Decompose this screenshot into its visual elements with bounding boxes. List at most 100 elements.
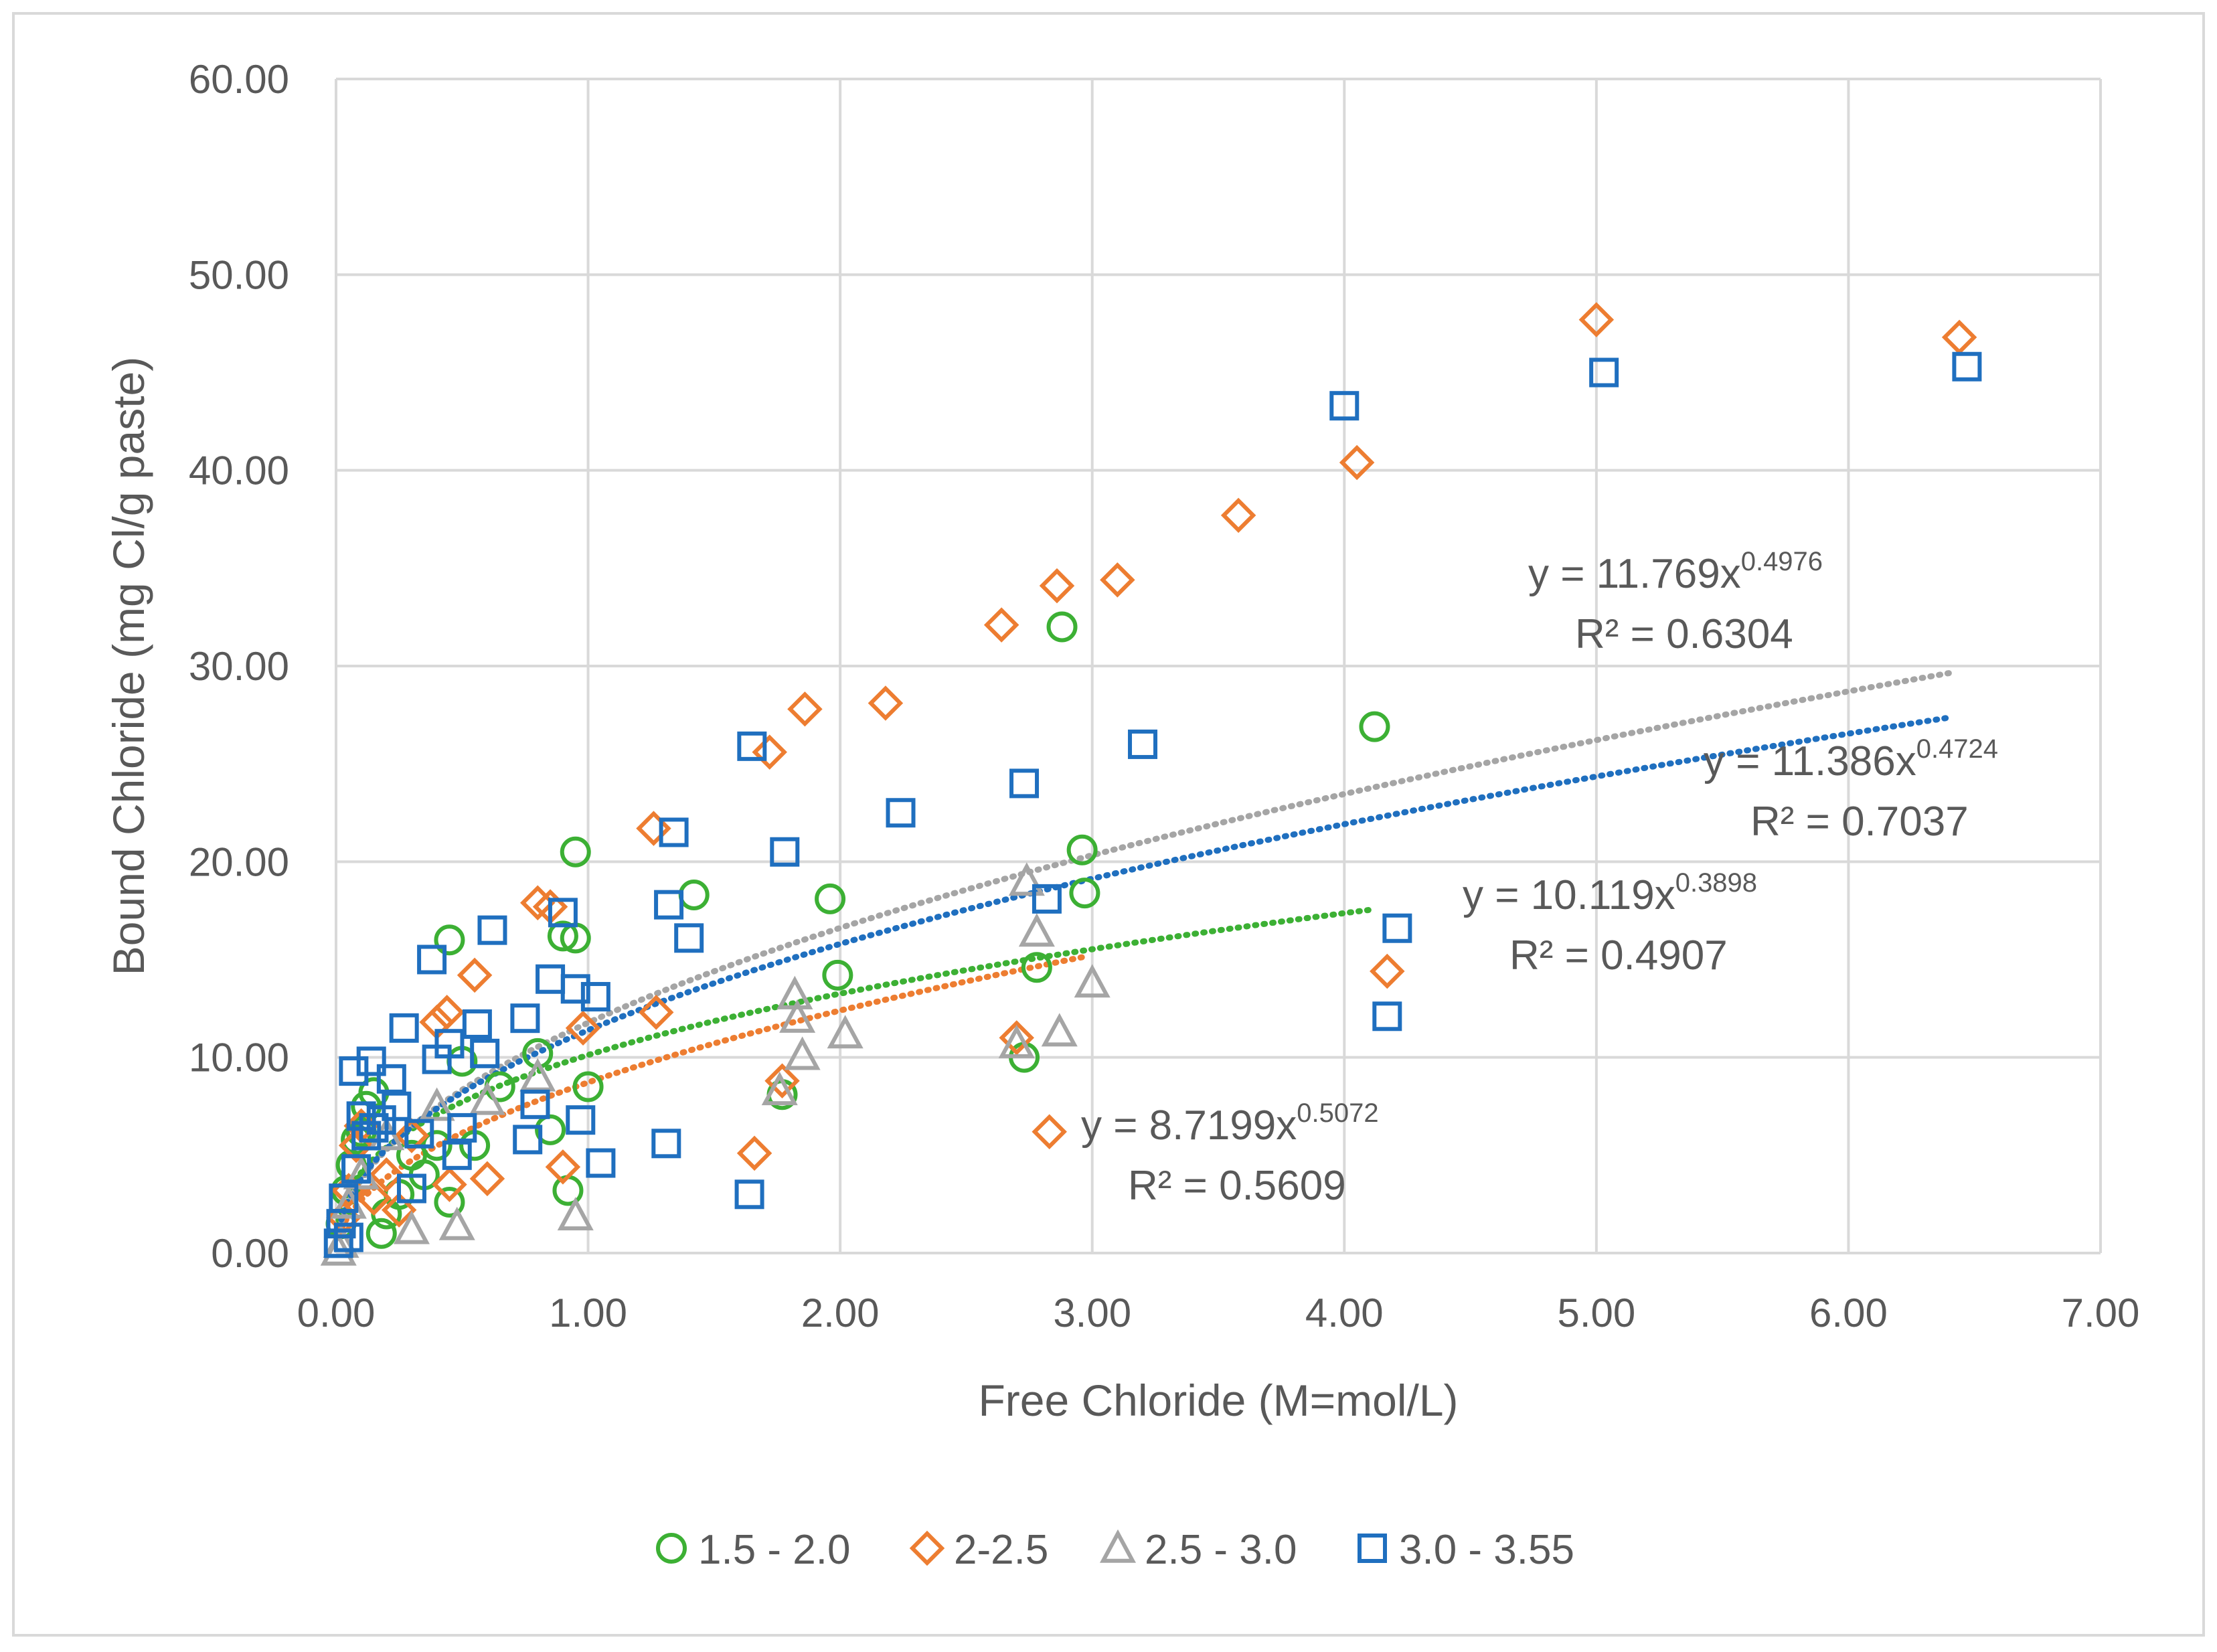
data-point bbox=[519, 1058, 556, 1092]
data-point bbox=[822, 959, 853, 991]
data-point bbox=[761, 1072, 798, 1106]
data-point bbox=[382, 1091, 412, 1121]
y-tick-label: 50.00 bbox=[189, 252, 289, 297]
equation-text: y = 8.7199x0.5072 bbox=[1081, 1098, 1379, 1149]
legend-item-2-5-3-0: 2.5 - 3.0 bbox=[1099, 1527, 1297, 1573]
equation-text: y = 10.119x0.3898 bbox=[1463, 868, 1757, 918]
data-point bbox=[1220, 497, 1256, 533]
data-point bbox=[356, 1046, 386, 1076]
legend-marker bbox=[656, 1533, 687, 1564]
x-tick-label: 2.00 bbox=[801, 1291, 880, 1335]
r-squared-text: R² = 0.5609 bbox=[1128, 1163, 1346, 1209]
x-tick-label: 5.00 bbox=[1557, 1291, 1635, 1335]
y-tick-label: 60.00 bbox=[189, 57, 289, 102]
data-point bbox=[586, 1148, 616, 1178]
data-point bbox=[470, 1038, 500, 1068]
data-point bbox=[815, 883, 846, 914]
data-point bbox=[418, 1087, 455, 1121]
data-point bbox=[1382, 913, 1412, 943]
data-point bbox=[356, 1180, 392, 1216]
equation-text: y = 11.769x0.4976 bbox=[1528, 547, 1823, 597]
equation-exponent: 0.4976 bbox=[1741, 547, 1823, 576]
data-point bbox=[1074, 964, 1111, 998]
data-point bbox=[389, 1013, 419, 1043]
x-tick-label: 7.00 bbox=[2062, 1291, 2140, 1335]
x-tick-label: 4.00 bbox=[1305, 1291, 1384, 1335]
data-point bbox=[674, 923, 704, 953]
equation-base: y = 10.119x bbox=[1463, 872, 1675, 918]
data-point bbox=[404, 1119, 434, 1149]
data-point bbox=[417, 944, 447, 975]
data-point bbox=[457, 957, 493, 993]
data-point bbox=[572, 1071, 604, 1102]
data-point bbox=[1032, 1114, 1067, 1149]
trendline bbox=[335, 714, 1953, 1231]
equation-2-2-5: y = 8.7199x0.5072 R² = 0.5609 bbox=[1081, 1098, 1379, 1209]
data-point bbox=[1069, 878, 1100, 909]
data-point bbox=[1578, 302, 1615, 337]
data-point bbox=[1046, 611, 1078, 643]
data-point bbox=[752, 734, 787, 770]
data-point bbox=[548, 898, 578, 928]
legend-item-1-5-2-0: 1.5 - 2.0 bbox=[656, 1527, 850, 1573]
data-point bbox=[369, 1157, 404, 1193]
data-point bbox=[557, 1197, 594, 1231]
y-tick-label: 0.00 bbox=[211, 1231, 289, 1276]
data-point bbox=[868, 685, 904, 721]
data-point bbox=[998, 1024, 1035, 1058]
equation-exponent: 0.3898 bbox=[1675, 868, 1757, 898]
data-point bbox=[566, 1105, 596, 1135]
data-point bbox=[323, 1228, 353, 1258]
data-point bbox=[432, 1167, 467, 1202]
data-point bbox=[469, 1161, 505, 1197]
data-point bbox=[827, 1015, 864, 1049]
data-point bbox=[565, 1010, 601, 1046]
chart-border bbox=[12, 12, 2205, 1637]
x-tick-label: 0.00 bbox=[297, 1291, 376, 1335]
data-point bbox=[1100, 562, 1135, 598]
legend-label: 2.5 - 3.0 bbox=[1145, 1527, 1297, 1573]
y-axis-title: Bound Chloride (mg Cl/g paste) bbox=[104, 357, 153, 975]
data-point bbox=[764, 1063, 800, 1098]
data-point bbox=[580, 982, 610, 1012]
legend-label: 2-2.5 bbox=[954, 1527, 1048, 1573]
y-tick-label: 10.00 bbox=[189, 1036, 289, 1080]
r-squared-text: R² = 0.7037 bbox=[1750, 799, 1969, 845]
data-point bbox=[547, 920, 578, 952]
data-point bbox=[477, 915, 507, 945]
data-point bbox=[1066, 834, 1098, 865]
equation-exponent: 0.5072 bbox=[1297, 1098, 1378, 1128]
data-point bbox=[341, 1154, 372, 1184]
equation-text: y = 11.386x0.4724 bbox=[1704, 734, 1998, 784]
data-point bbox=[462, 1009, 492, 1039]
r-squared-text: R² = 0.6304 bbox=[1575, 611, 1793, 657]
legend-marker bbox=[1099, 1529, 1137, 1563]
equation-base: y = 8.7199x bbox=[1081, 1102, 1297, 1149]
data-point bbox=[333, 1222, 363, 1252]
data-point bbox=[999, 1020, 1034, 1056]
x-tick-label: 6.00 bbox=[1809, 1291, 1888, 1335]
data-point bbox=[1128, 729, 1158, 759]
data-point bbox=[365, 1218, 397, 1249]
data-point bbox=[1952, 351, 1982, 382]
y-tick-label: 30.00 bbox=[189, 644, 289, 689]
data-point bbox=[339, 1056, 369, 1086]
data-point bbox=[560, 836, 591, 868]
data-point bbox=[1021, 952, 1052, 983]
equation-base: y = 11.386x bbox=[1704, 738, 1916, 784]
x-tick-label: 3.00 bbox=[1053, 1291, 1131, 1335]
data-point bbox=[886, 798, 916, 828]
data-point bbox=[394, 1118, 430, 1153]
data-point bbox=[393, 1210, 430, 1244]
data-point bbox=[737, 731, 767, 761]
data-point bbox=[447, 1112, 477, 1143]
r-squared-text: R² = 0.4907 bbox=[1509, 932, 1728, 979]
x-axis-title: Free Chloride (M=mol/L) bbox=[978, 1376, 1458, 1425]
trendline bbox=[335, 670, 1953, 1233]
data-point bbox=[434, 1029, 465, 1059]
data-point bbox=[1372, 1001, 1402, 1031]
data-point bbox=[736, 1135, 772, 1171]
trendlines bbox=[335, 670, 1953, 1240]
